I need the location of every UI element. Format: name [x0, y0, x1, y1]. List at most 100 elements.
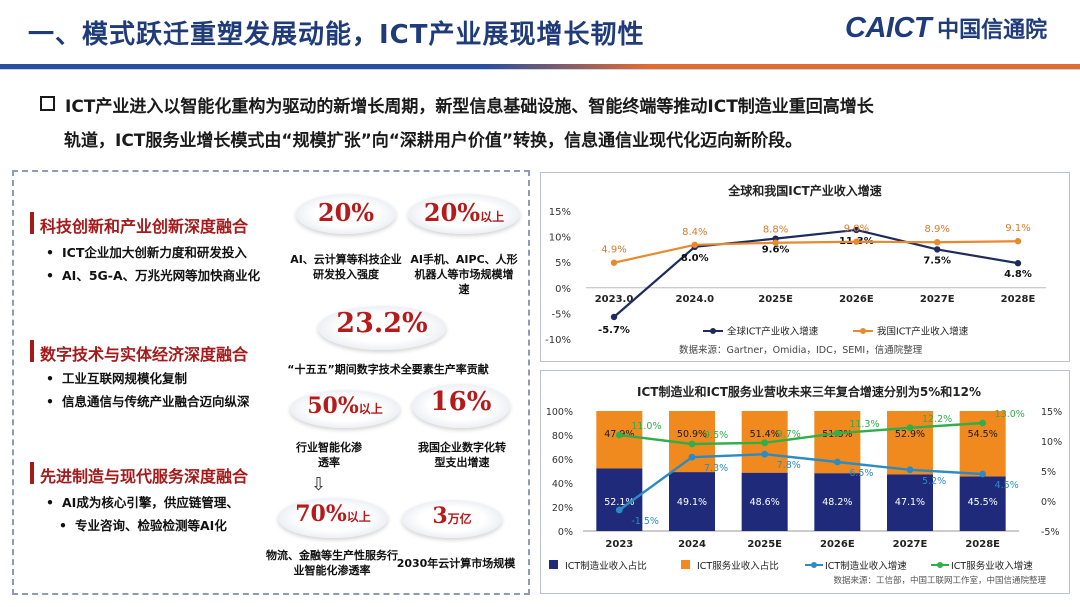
stat-3-badge [318, 306, 446, 350]
chart2-legend-label: ICT制造业收入占比 [565, 560, 647, 572]
stat-4-caption: 行业智能化渗透率 [296, 441, 362, 469]
chart1-point [772, 239, 779, 246]
chart2-left-tick-label: 80% [552, 431, 573, 442]
stat-4-suffix: 以上 [358, 402, 383, 416]
chart2-left-tick-label: 100% [546, 407, 573, 418]
chart2-growth-point [833, 429, 841, 437]
chart2-bar-segment [887, 474, 933, 531]
chart2-growth-label: 11.0% [631, 421, 661, 432]
header-divider-thin [0, 69, 1080, 70]
stat-7-number: 3 [432, 503, 448, 529]
chart1-point [1014, 260, 1022, 267]
stat-7-suffix: 万亿 [447, 512, 472, 526]
stat-7-value: 3万亿 [402, 503, 502, 529]
chart2-growth-point [615, 506, 623, 514]
chart2-growth-label: 4.5% [995, 480, 1019, 491]
stat-1-caption: AI、云计算等科技企业研发投入强度 [290, 253, 402, 281]
chart2-growth-point [615, 431, 623, 439]
lead-paragraph: ICT产业进入以智能化重构为驱动的新增长周期，新型信息基础设施、智能终端等推动I… [40, 90, 1050, 158]
chart1-data-label: 8.4% [682, 227, 707, 238]
chart2-bar-segment [814, 473, 861, 531]
chart2-growth-line [618, 452, 983, 511]
chart2-growth-label: 13.0% [995, 409, 1025, 420]
chart1-legend-label: 全球ICT产业收入增速 [727, 326, 819, 338]
chart2-growth-label: 9.7% [777, 429, 801, 440]
lead-text-1: ICT产业进入以智能化重构为驱动的新增长周期，新型信息基础设施、智能终端等推动I… [65, 97, 874, 117]
chart2-bar-label: 54.5% [968, 429, 998, 440]
section-2-marker [30, 340, 34, 362]
chart1-point [610, 259, 618, 266]
section-3-title: 先进制造与现代服务深度融合 [40, 467, 249, 486]
chart2-legend-marker [937, 562, 943, 568]
chart2-bar-label: 48.6% [750, 497, 780, 508]
chart2-growth-label: 11.3% [849, 419, 879, 430]
chart2-left-tick-label: 0% [558, 527, 573, 538]
chart2-growth-point [979, 419, 987, 427]
ict-mfg-service-svg: ICT制造业和ICT服务业营收未来三年复合增速分别为5%和12% 100% 80% 6… [546, 384, 1062, 586]
chart1-data-label: 9.1% [1005, 223, 1030, 234]
chart2-legend-swatch [549, 560, 558, 569]
section-3-item-1: AI成为核心引擎，供应链管理、 [46, 492, 239, 511]
chart1-data-label: 4.8% [1004, 269, 1032, 280]
chart2-bar-label: 50.9% [677, 429, 707, 440]
chart2-bar-label: 47.1% [895, 497, 925, 508]
chart1-data-label: 7.5% [923, 255, 951, 266]
page-title: 一、模式跃迁重塑发展动能，ICT产业展现增长韧性 [28, 20, 645, 50]
chart2-growth-label: 5.2% [922, 476, 946, 487]
chart2-right-tick-label: 15% [1041, 407, 1062, 418]
stat-5-caption: 我国企业数字化转型支出增速 [418, 441, 506, 469]
stat-5-value: 16% [412, 387, 510, 417]
stat-6-number: 70% [295, 501, 347, 527]
chart2-growth-label: 7.8% [777, 460, 801, 471]
stat-6-value: 70%以上 [278, 501, 388, 527]
chart2-bar-segment [887, 411, 933, 475]
square-bullet-icon [40, 96, 55, 111]
stat-6-badge [278, 498, 388, 538]
chart2-left-tick-label: 40% [552, 479, 573, 490]
chart2-xtick-label: 2028E [965, 539, 1000, 550]
chart1-title: 全球和我国ICT产业收入增速 [727, 183, 881, 198]
fusion-panel [12, 170, 530, 595]
chart1-data-label: 8.0% [681, 253, 709, 264]
chart1-point [853, 238, 860, 245]
stat-1-number: 20% [317, 198, 375, 227]
chart2-legend-label: ICT服务业收入占比 [697, 560, 779, 572]
logo-text-en: CAICT [845, 12, 932, 44]
chart2-xtick-label: 2023 [605, 539, 633, 550]
chart1-legend-marker [710, 328, 716, 334]
chart1-point [1014, 238, 1022, 245]
stat-2-caption: AI手机、AIPC、人形机器人等市场规模增速 [410, 253, 518, 296]
chart2-bar-label: 48.2% [822, 497, 852, 508]
chart1-data-label: 4.9% [601, 245, 626, 256]
chart1-ytick-label: -10% [545, 335, 571, 346]
ict-revenue-growth-chart: 全球和我国ICT产业收入增速 15% 10% 5% 0% -5% -10% 2023.0 202… [540, 172, 1070, 362]
chart2-growth-point [761, 450, 769, 458]
chart2-source: 数据来源：工信部，中国工联网工作室，中国信通院整理 [833, 575, 1046, 586]
chart2-right-tick-label: 0% [1041, 497, 1056, 508]
chart1-point [853, 226, 860, 234]
chart1-data-label: 8.9% [924, 224, 949, 235]
chart2-bar-segment [741, 472, 788, 531]
chart1-xtick-label: 2024.0 [676, 294, 715, 305]
stat-4-value: 50%以上 [290, 393, 400, 419]
chart1-source: 数据来源：Gartner，Omidia，IDC，SEMI，信通院整理 [679, 344, 923, 356]
chart2-right-tick-label: 5% [1041, 467, 1056, 478]
chart2-growth-point [688, 440, 696, 448]
chart1-ytick-label: 10% [549, 233, 571, 244]
stat-7-badge [402, 500, 502, 538]
chart1-ytick-label: 5% [555, 258, 571, 269]
chart2-left-tick-label: 60% [552, 455, 573, 466]
chart2-bar-segment [596, 411, 643, 469]
section-1-item-1: ICT企业加大创新力度和研发投入 [46, 242, 247, 261]
stat-1-value: 20% [296, 198, 396, 227]
chart2-right-tick-label: -5% [1041, 527, 1060, 538]
caict-logo: CAICT 中国信通院 [845, 12, 1047, 45]
chart1-legend-label: 我国ICT产业收入增速 [877, 326, 969, 338]
chart1-xtick-label: 2028E [1001, 294, 1036, 305]
chart2-bar-label: 52.9% [895, 429, 925, 440]
chart1-data-label: 9.0% [844, 224, 869, 235]
logo-text-cn: 中国信通院 [937, 18, 1048, 43]
lead-line-2: 轨道，ICT服务业增长模式由“规模扩张”向“深耕用户价值”转换，信息通信业现代化… [64, 131, 803, 151]
chart2-right-tick-label: 10% [1041, 437, 1062, 448]
stat-2-suffix: 以上 [480, 210, 505, 224]
